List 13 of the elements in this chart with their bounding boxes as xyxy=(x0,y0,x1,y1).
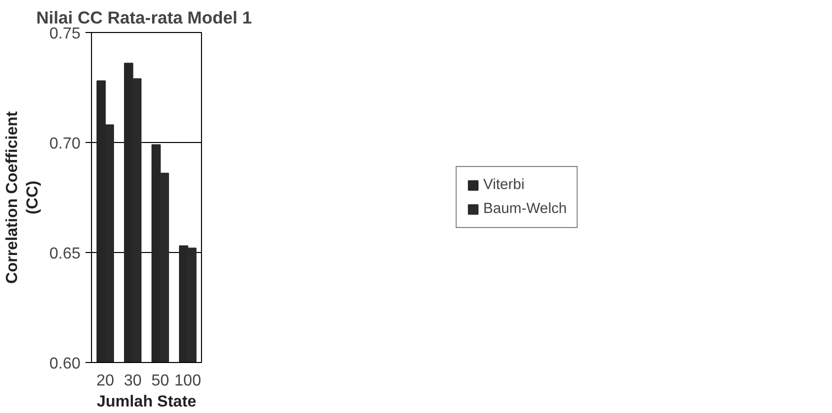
x-tick-label: 20 xyxy=(96,372,114,390)
x-tick-label: 50 xyxy=(151,372,170,390)
y-tick-label: 0.70 xyxy=(49,136,81,152)
y-tick-label: 0.75 xyxy=(49,26,81,42)
y-axis-title: Correlation Coefficient (CC) xyxy=(4,110,42,284)
legend-label: Baum-Welch xyxy=(483,201,567,217)
y-tick-label: 0.60 xyxy=(49,356,81,372)
x-tick-label: 100 xyxy=(174,372,202,390)
y-tick-label: 0.65 xyxy=(49,246,81,262)
chart-title: Nilai CC Rata-rata Model 1 xyxy=(36,8,252,28)
x-tick-label: 30 xyxy=(124,372,142,390)
x-axis-title: Jumlah State xyxy=(96,394,196,410)
legend-label: Viterbi xyxy=(483,177,524,193)
